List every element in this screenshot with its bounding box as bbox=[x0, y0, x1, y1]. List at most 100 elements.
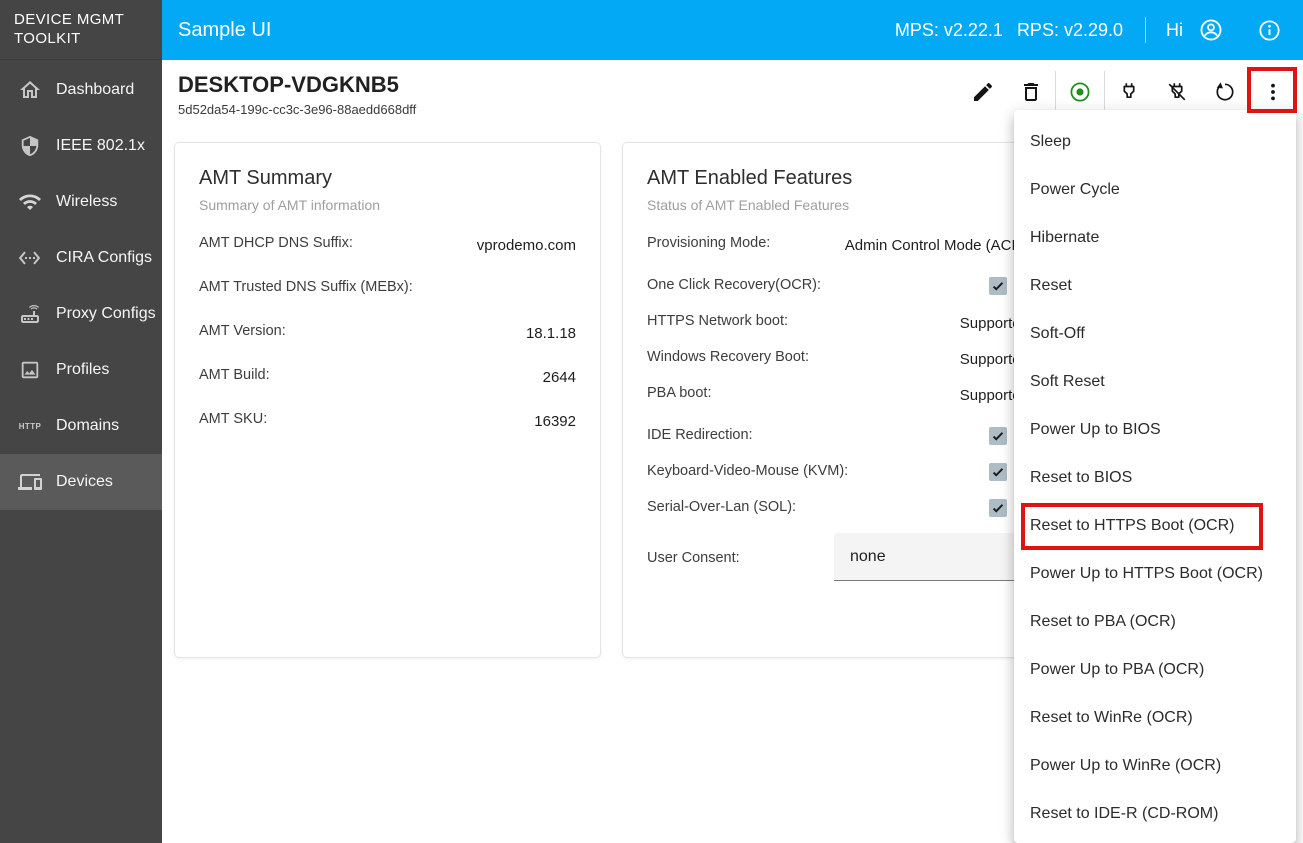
sidebar-item-domains[interactable]: HTTP Domains bbox=[0, 398, 162, 454]
sol-checkbox bbox=[989, 498, 1007, 517]
http-icon: HTTP bbox=[18, 421, 42, 431]
row-label: HTTPS Network boot: bbox=[647, 313, 789, 329]
sidebar-item-label: CIRA Configs bbox=[56, 249, 153, 266]
rps-version: RPS: v2.29.0 bbox=[1016, 19, 1123, 40]
menu-item-reset-to-ide-r-cd-rom[interactable]: Reset to IDE-R (CD-ROM) bbox=[1030, 805, 1219, 822]
menu-item-reset-to-pba-ocr[interactable]: Reset to PBA (OCR) bbox=[1030, 613, 1176, 630]
menu-item-power-up-to-pba-ocr[interactable]: Power Up to PBA (OCR) bbox=[1030, 661, 1205, 678]
sidebar-item-label: Wireless bbox=[56, 193, 118, 210]
check-icon bbox=[992, 467, 1004, 477]
row-label: IDE Redirection: bbox=[647, 427, 753, 443]
row-label: PBA boot: bbox=[647, 385, 712, 401]
topbar: Sample UI MPS: v2.22.1 RPS: v2.29.0 Hi bbox=[162, 0, 1303, 60]
row-value: Supported bbox=[959, 315, 1029, 332]
feature-row-pba-boot: PBA boot: Supported bbox=[647, 383, 1029, 404]
menu-item-power-cycle[interactable]: Power Cycle bbox=[1030, 181, 1120, 198]
kvm-checkbox bbox=[989, 462, 1007, 481]
row-value: 18.1.18 bbox=[525, 325, 576, 342]
menu-item-power-up-to-winre-ocr[interactable]: Power Up to WinRe (OCR) bbox=[1030, 757, 1222, 774]
page-title: DESKTOP-VDGKNB5 bbox=[178, 72, 399, 97]
row-value: Admin Control Mode (ACM) bbox=[844, 237, 1029, 254]
row-label: Keyboard-Video-Mouse (KVM): bbox=[647, 463, 849, 479]
menu-item-reset-to-bios[interactable]: Reset to BIOS bbox=[1030, 469, 1133, 486]
sidebar-item-label: Dashboard bbox=[56, 81, 135, 98]
disconnect-button[interactable] bbox=[1153, 68, 1201, 116]
card-title: AMT Summary bbox=[199, 167, 332, 189]
feature-row-user-consent: User Consent: none bbox=[647, 533, 1029, 581]
sidebar-item-dashboard[interactable]: Dashboard bbox=[0, 62, 162, 118]
app-title: Sample UI bbox=[178, 18, 272, 41]
kebab-menu-button[interactable] bbox=[1249, 68, 1297, 116]
feature-row-winre-boot: Windows Recovery Boot: Supported bbox=[647, 347, 1029, 368]
refresh-button[interactable] bbox=[1201, 68, 1249, 116]
summary-row-amt-sku: AMT SKU: 16392 bbox=[199, 409, 576, 430]
amt-summary-card: AMT Summary Summary of AMT information A… bbox=[174, 142, 601, 658]
card-subtitle: Summary of AMT information bbox=[199, 197, 381, 213]
sidebar-item-label: Proxy Configs bbox=[56, 305, 156, 322]
menu-item-reset[interactable]: Reset bbox=[1030, 277, 1072, 294]
menu-item-soft-off[interactable]: Soft-Off bbox=[1030, 325, 1085, 342]
sidebar-app-title-line2: TOOLKIT bbox=[14, 30, 81, 47]
menu-item-reset-to-https-boot-ocr[interactable]: Reset to HTTPS Boot (OCR) bbox=[1030, 517, 1235, 534]
settings-ethernet-icon bbox=[17, 246, 43, 270]
row-value: 16392 bbox=[534, 413, 576, 430]
row-label: Windows Recovery Boot: bbox=[647, 349, 809, 365]
row-label: AMT Build: bbox=[199, 367, 270, 383]
menu-item-power-up-to-https-boot-ocr[interactable]: Power Up to HTTPS Boot (OCR) bbox=[1030, 565, 1263, 582]
menu-item-sleep[interactable]: Sleep bbox=[1030, 133, 1071, 150]
amt-enabled-features-card: AMT Enabled Features Status of AMT Enabl… bbox=[622, 142, 1054, 658]
sidebar-item-label: Domains bbox=[56, 417, 120, 434]
sidebar-item-label: IEEE 802.1x bbox=[56, 137, 145, 154]
sidebar-item-cira-configs[interactable]: CIRA Configs bbox=[0, 230, 162, 286]
row-label: AMT Version: bbox=[199, 323, 286, 339]
sidebar-item-devices[interactable]: Devices bbox=[0, 454, 162, 510]
row-label: Serial-Over-Lan (SOL): bbox=[647, 499, 797, 515]
row-label: AMT DHCP DNS Suffix: bbox=[199, 235, 353, 251]
ocr-checkbox bbox=[989, 276, 1007, 295]
sidebar-item-proxy-configs[interactable]: Proxy Configs bbox=[0, 286, 162, 342]
menu-item-power-up-to-bios[interactable]: Power Up to BIOS bbox=[1030, 421, 1161, 438]
check-icon bbox=[992, 281, 1004, 291]
menu-item-hibernate[interactable]: Hibernate bbox=[1030, 229, 1100, 246]
delete-button[interactable] bbox=[1007, 68, 1055, 116]
power-state-icon bbox=[1070, 82, 1090, 102]
sidebar-item-profiles[interactable]: Profiles bbox=[0, 342, 162, 398]
info-icon[interactable] bbox=[1253, 14, 1285, 46]
sidebar-item-label: Profiles bbox=[56, 361, 110, 378]
menu-item-reset-to-winre-ocr[interactable]: Reset to WinRe (OCR) bbox=[1030, 709, 1193, 726]
greeting-text: Hi bbox=[1166, 19, 1183, 40]
disconnect-icon bbox=[1168, 83, 1186, 101]
row-label: User Consent: bbox=[647, 550, 740, 566]
refresh-icon bbox=[1216, 82, 1234, 101]
row-value: vprodemo.com bbox=[476, 237, 576, 254]
user-consent-select[interactable]: none bbox=[834, 533, 1029, 581]
connect-button[interactable] bbox=[1105, 68, 1153, 116]
menu-item-soft-reset[interactable]: Soft Reset bbox=[1030, 373, 1105, 390]
topbar-divider bbox=[1145, 17, 1146, 43]
power-state-button[interactable] bbox=[1056, 68, 1104, 116]
user-consent-value: none bbox=[850, 547, 886, 565]
toolbar-divider bbox=[1055, 71, 1056, 113]
edit-button[interactable] bbox=[959, 68, 1007, 116]
wifi-icon bbox=[17, 190, 43, 214]
device-toolbar bbox=[959, 68, 1297, 116]
sidebar-item-ieee-8021x[interactable]: IEEE 802.1x bbox=[0, 118, 162, 174]
summary-row-trusted-dns: AMT Trusted DNS Suffix (MEBx): bbox=[199, 277, 576, 298]
feature-row-sol: Serial-Over-Lan (SOL): bbox=[647, 497, 1029, 518]
feature-row-ocr: One Click Recovery(OCR): bbox=[647, 275, 1029, 296]
account-circle-icon[interactable] bbox=[1195, 14, 1227, 46]
row-label: AMT SKU: bbox=[199, 411, 268, 427]
row-value: Supported bbox=[959, 387, 1029, 404]
home-icon bbox=[17, 78, 43, 102]
power-actions-menu: Sleep Power Cycle Hibernate Reset Soft-O… bbox=[1014, 110, 1296, 843]
sidebar-item-wireless[interactable]: Wireless bbox=[0, 174, 162, 230]
delete-icon bbox=[1024, 83, 1038, 101]
toolbar-divider bbox=[1104, 71, 1105, 113]
row-value: 2644 bbox=[542, 369, 576, 386]
topbar-right: MPS: v2.22.1 RPS: v2.29.0 Hi bbox=[895, 14, 1285, 46]
check-icon bbox=[992, 431, 1004, 441]
router-icon bbox=[17, 302, 43, 326]
kebab-menu-icon bbox=[1271, 83, 1275, 101]
row-label: Provisioning Mode: bbox=[647, 235, 771, 251]
summary-row-amt-version: AMT Version: 18.1.18 bbox=[199, 321, 576, 342]
